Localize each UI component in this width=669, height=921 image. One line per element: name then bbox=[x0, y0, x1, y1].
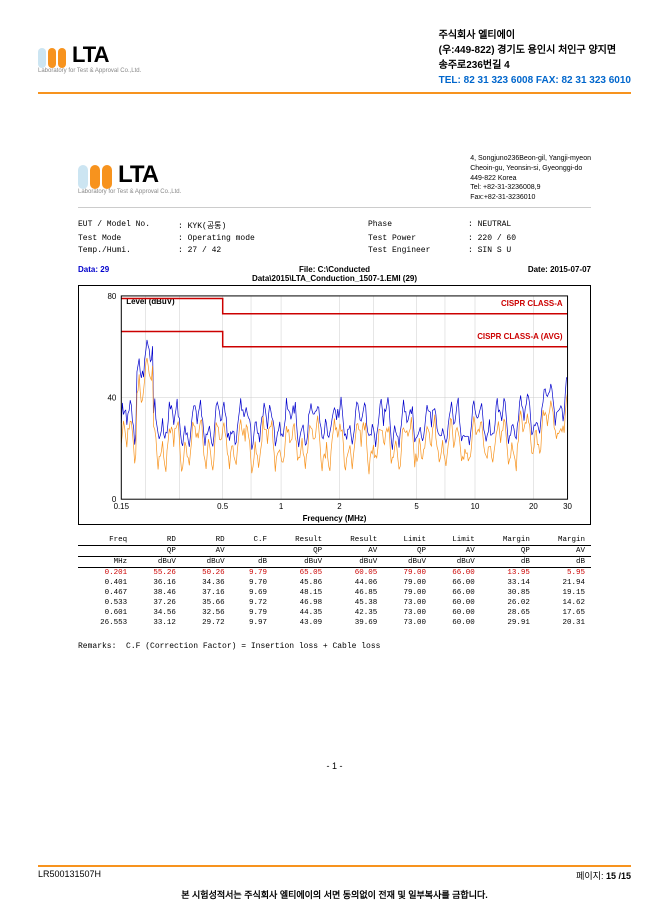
svg-text:2: 2 bbox=[337, 502, 341, 511]
table-row: 0.20155.2650.269.7965.0560.0579.0066.001… bbox=[78, 567, 591, 578]
table-row: 0.53337.2635.669.7246.9845.3873.0060.002… bbox=[78, 598, 591, 608]
table-header: QP bbox=[383, 545, 432, 556]
svg-text:80: 80 bbox=[108, 292, 117, 301]
header: LTA Laboratory for Test & Approval Co.,L… bbox=[38, 28, 631, 94]
table-header: AV bbox=[182, 545, 231, 556]
chart-header: Data: 29 File: C:\Conducted Data\2015\LT… bbox=[78, 265, 591, 283]
engineer-label: Test Engineer bbox=[368, 246, 468, 255]
header-company-info: 주식회사 엘티에이 (우:449-822) 경기도 용인시 처인구 양지면 송주… bbox=[439, 28, 631, 88]
company-tel: TEL: 82 31 323 6008 FAX: 82 31 323 6010 bbox=[439, 73, 631, 88]
table-header: QP bbox=[133, 545, 182, 556]
chart-file: File: C:\Conducted Data\2015\LTA_Conduct… bbox=[249, 265, 420, 283]
table-header: dBuV bbox=[328, 556, 383, 567]
inner-logo: LTA Laboratory for Test & Approval Co.,L… bbox=[78, 154, 181, 203]
page-indicator: 15 /15 bbox=[606, 871, 631, 881]
table-header: Margin bbox=[536, 535, 591, 546]
table-header: Limit bbox=[432, 535, 481, 546]
temp-value: 27 / 42 bbox=[178, 246, 221, 255]
svg-text:20: 20 bbox=[529, 502, 538, 511]
phase-label: Phase bbox=[368, 220, 468, 231]
table-header: AV bbox=[432, 545, 481, 556]
table-header bbox=[78, 545, 133, 556]
footer: LR500131507H 페이지: 15 /15 본 시험성적서는 주식회사 엘… bbox=[38, 865, 631, 901]
table-row: 0.46738.4637.169.6948.1546.8579.0066.003… bbox=[78, 588, 591, 598]
results-table: FreqRDRDC.FResultResultLimitLimitMarginM… bbox=[78, 535, 591, 628]
chart-data-num: 29 bbox=[100, 265, 109, 274]
temp-label: Temp./Humi. bbox=[78, 246, 178, 255]
svg-text:1: 1 bbox=[279, 502, 284, 511]
logo-text: LTA bbox=[72, 42, 109, 68]
remarks: Remarks: C.F (Correction Factor) = Inser… bbox=[78, 642, 591, 651]
phase-value: NEUTRAL bbox=[468, 220, 511, 231]
logo-subtitle: Laboratory for Test & Approval Co.,Ltd. bbox=[38, 68, 141, 74]
inner-header: LTA Laboratory for Test & Approval Co.,L… bbox=[78, 154, 591, 208]
svg-text:0.5: 0.5 bbox=[217, 502, 229, 511]
table-header: MHz bbox=[78, 556, 133, 567]
svg-text:30: 30 bbox=[563, 502, 572, 511]
eut-label: EUT / Model No. bbox=[78, 220, 178, 231]
power-value: 220 / 60 bbox=[468, 234, 516, 243]
svg-text:CISPR CLASS-A: CISPR CLASS-A bbox=[501, 299, 563, 308]
table-header: dBuV bbox=[133, 556, 182, 567]
mode-value: Operating mode bbox=[178, 234, 255, 243]
table-header: QP bbox=[481, 545, 536, 556]
table-header: AV bbox=[328, 545, 383, 556]
table-header: dB bbox=[536, 556, 591, 567]
table-row: 0.40136.1634.369.7045.8644.0679.0066.003… bbox=[78, 578, 591, 588]
logo: LTA Laboratory for Test & Approval Co.,L… bbox=[38, 28, 141, 88]
company-name: 주식회사 엘티에이 bbox=[439, 28, 631, 43]
inner-address: 4, Songjuno236Beon-gil, Yangji-myeon Che… bbox=[470, 154, 591, 203]
chart-date: 2015-07-07 bbox=[550, 265, 591, 274]
eut-value: KYK(공통) bbox=[178, 220, 226, 231]
table-header: Limit bbox=[383, 535, 432, 546]
table-header: dBuV bbox=[383, 556, 432, 567]
svg-text:5: 5 bbox=[414, 502, 419, 511]
table-header: Freq bbox=[78, 535, 133, 546]
table-header: RD bbox=[133, 535, 182, 546]
table-header: dB bbox=[481, 556, 536, 567]
table-header bbox=[231, 545, 273, 556]
table-header: dBuV bbox=[182, 556, 231, 567]
svg-text:CISPR CLASS-A (AVG): CISPR CLASS-A (AVG) bbox=[477, 332, 563, 341]
emi-chart: 040800.150.5125102030Level (dBuV)Frequen… bbox=[78, 285, 591, 525]
table-header: Result bbox=[328, 535, 383, 546]
engineer-value: SIN S U bbox=[468, 246, 511, 255]
svg-text:0.15: 0.15 bbox=[114, 502, 130, 511]
table-header: C.F bbox=[231, 535, 273, 546]
table-header: Margin bbox=[481, 535, 536, 546]
company-addr2: 송주로236번길 4 bbox=[439, 58, 631, 73]
table-header: AV bbox=[536, 545, 591, 556]
logo-icon: LTA bbox=[38, 42, 141, 68]
table-row: 0.60134.5632.569.7944.3542.3573.0060.002… bbox=[78, 608, 591, 618]
svg-text:10: 10 bbox=[471, 502, 480, 511]
table-header: dBuV bbox=[273, 556, 328, 567]
doc-number: LR500131507H bbox=[38, 869, 101, 882]
table-header: dBuV bbox=[432, 556, 481, 567]
inner-page-number: - 1 - bbox=[78, 761, 591, 771]
table-header: Result bbox=[273, 535, 328, 546]
test-metadata: EUT / Model No.KYK(공통) PhaseNEUTRAL Test… bbox=[78, 220, 591, 255]
table-row: 26.55333.1229.729.9743.0939.6973.0060.00… bbox=[78, 618, 591, 628]
mode-label: Test Mode bbox=[78, 234, 178, 243]
table-header: RD bbox=[182, 535, 231, 546]
table-header: QP bbox=[273, 545, 328, 556]
table-header: dB bbox=[231, 556, 273, 567]
footer-note: 본 시험성적서는 주식회사 엘티에이의 서면 동의없이 전재 및 일부복사를 금… bbox=[38, 888, 631, 901]
svg-text:Frequency (MHz): Frequency (MHz) bbox=[303, 514, 367, 523]
power-label: Test Power bbox=[368, 234, 468, 243]
company-addr1: (우:449-822) 경기도 용인시 처인구 양지면 bbox=[439, 43, 631, 58]
svg-text:40: 40 bbox=[108, 394, 117, 403]
